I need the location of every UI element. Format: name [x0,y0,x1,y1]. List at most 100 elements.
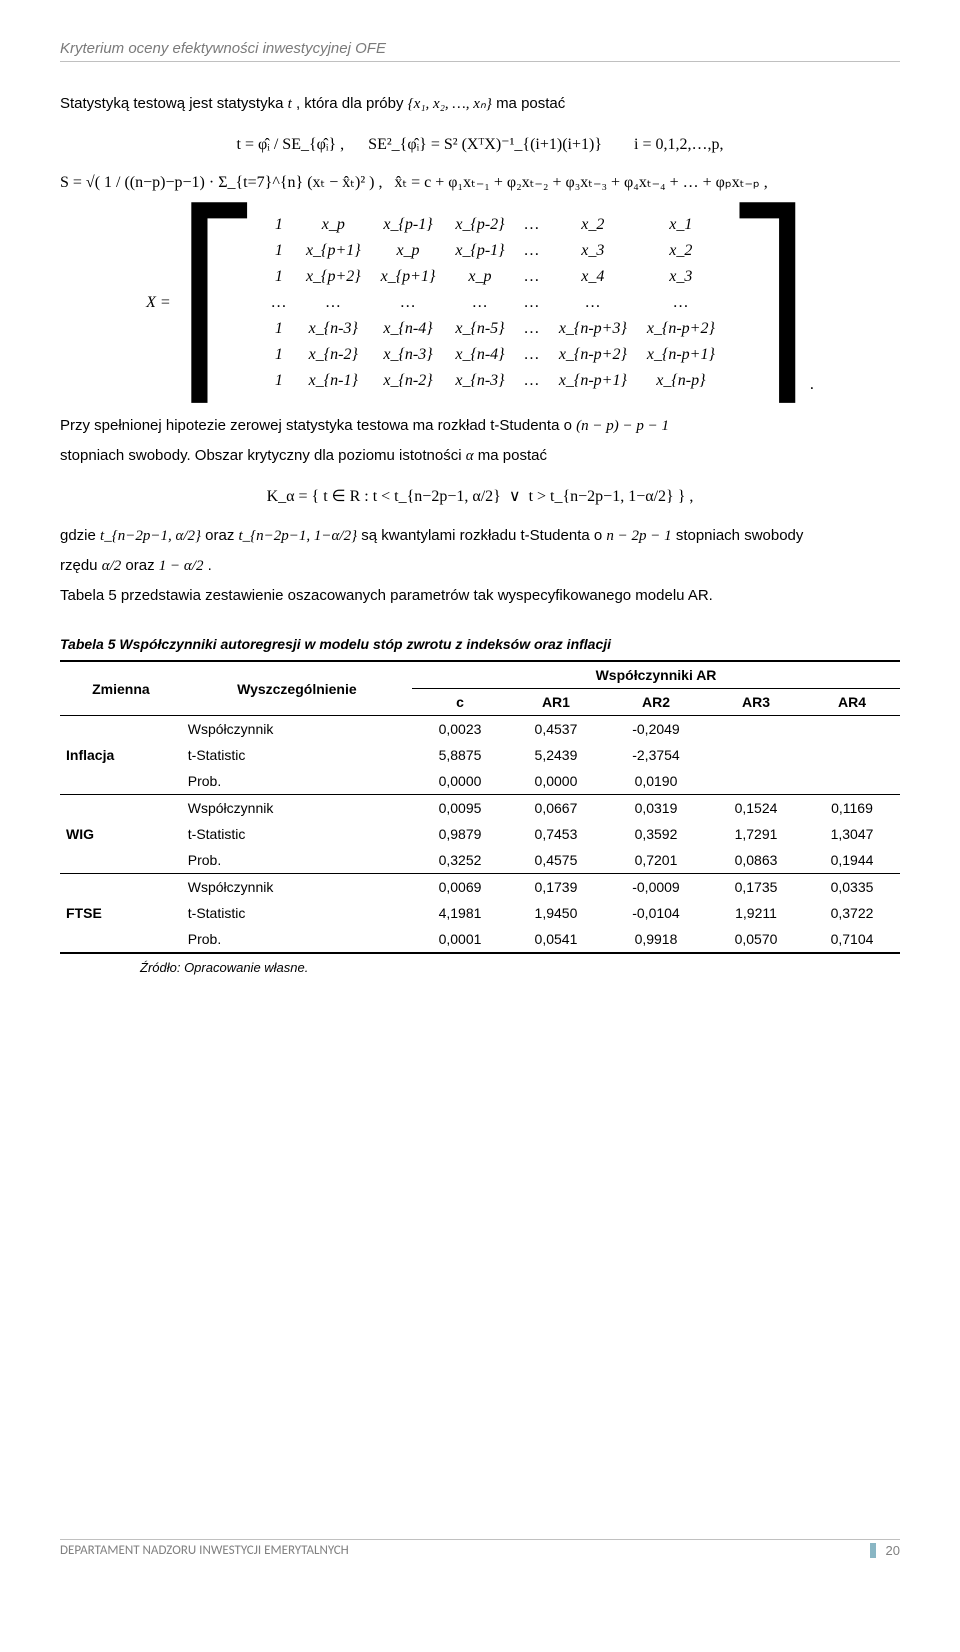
value-cell: 0,9879 [412,821,508,847]
matrix-cell: x_{n-5} [445,316,514,342]
matrix-cell: x_{n-p} [637,368,725,394]
value-cell: 0,7453 [508,821,604,847]
matrix-cell: x_{p-1} [371,212,446,238]
matrix-cell: x_{n-1} [296,368,371,394]
value-cell [708,768,804,795]
value-cell: 0,4537 [508,716,604,743]
value-cell: 0,0069 [412,874,508,901]
matrix-cell: x_{n-2} [296,342,371,368]
value-cell: 1,7291 [708,821,804,847]
value-cell: -0,0009 [604,874,708,901]
p3-np: n − 2p − 1 [606,528,671,544]
value-cell: 0,0667 [508,795,604,822]
para-table-intro: Tabela 5 przedstawia zestawienie oszacow… [60,584,900,608]
matrix-cell: x_{p+1} [371,264,446,290]
value-cell: 5,2439 [508,742,604,768]
matrix-cell: x_{n-p+2} [637,316,725,342]
value-cell: 0,3252 [412,847,508,874]
matrix-cell: … [515,290,549,316]
row-label-cell: Prob. [182,768,412,795]
para2-post1: stopniach swobody. Obszar krytyczny dla … [60,447,466,464]
formula-t-stat: t = φ̂ᵢ / SE_{φ̂ᵢ} , SE²_{φ̂ᵢ} = S² (XᵀX… [60,134,900,154]
table-row: t-Statistic0,98790,74530,35921,72911,304… [60,821,900,847]
value-cell: 0,1169 [804,795,900,822]
para-quantiles-1: gdzie t_{n−2p−1, α/2} oraz t_{n−2p−1, 1−… [60,524,900,548]
p3-mid2: są kwantylami rozkładu t-Studenta o [361,527,606,544]
th-ar3: AR3 [708,689,804,716]
value-cell [708,716,804,743]
value-cell: 0,0541 [508,926,604,953]
matrix-cell: … [262,290,296,316]
page-footer: DEPARTAMENT NADZORU INWESTYCJI EMERYTALN… [60,1539,900,1558]
matrix-cell: … [371,290,446,316]
th-c: c [412,689,508,716]
intro-paragraph: Statystyką testową jest statystyka t , k… [60,92,900,116]
matrix-cell: x_1 [637,212,725,238]
matrix-row: 1x_{p+1}x_px_{p-1}…x_3x_2 [262,238,725,264]
matrix-cell: 1 [262,342,296,368]
matrix-cell: x_{p+2} [296,264,371,290]
matrix-period: . [810,376,814,394]
value-cell: 0,0000 [508,768,604,795]
matrix-cell: x_{n-3} [445,368,514,394]
table-header-row1: Zmienna Wyszczególnienie Współczynniki A… [60,661,900,689]
matrix-cell: x_{n-3} [296,316,371,342]
matrix-cell: … [515,368,549,394]
intro-after: , która dla próby [296,95,408,112]
table-row: Prob.0,00000,00000,0190 [60,768,900,795]
page-header-title: Kryterium oceny efektywności inwestycyjn… [60,40,900,62]
matrix-cell: x_{n-4} [445,342,514,368]
intro-pre: Statystyką testową jest statystyka [60,95,288,112]
group-name-cell: WIG [60,795,182,874]
value-cell: 0,0001 [412,926,508,953]
para2-math: (n − p) − p − 1 [576,418,669,434]
p3-pre: gdzie [60,527,100,544]
row-label-cell: t-Statistic [182,821,412,847]
th-ar-group: Współczynniki AR [412,661,900,689]
design-matrix: X = ⎡ 1x_px_{p-1}x_{p-2}…x_2x_11x_{p+1}x… [60,212,900,394]
matrix-row: 1x_{n-1}x_{n-2}x_{n-3}…x_{n-p+1}x_{n-p} [262,368,725,394]
matrix-cell: 1 [262,264,296,290]
matrix-cell: 1 [262,316,296,342]
matrix-cell: x_{n-p+1} [549,368,637,394]
matrix-row: ………………… [262,290,725,316]
para-hypothesis: Przy spełnionej hipotezie zerowej statys… [60,414,900,438]
matrix-cell: … [515,212,549,238]
matrix-cell: x_{p-1} [445,238,514,264]
value-cell [804,716,900,743]
matrix-cell: … [515,238,549,264]
value-cell: 0,0570 [708,926,804,953]
matrix-cell: x_2 [549,212,637,238]
para2-pre: Przy spełnionej hipotezie zerowej statys… [60,417,576,434]
matrix-cell: … [515,342,549,368]
value-cell: 0,7104 [804,926,900,953]
row-label-cell: t-Statistic [182,900,412,926]
footer-department: DEPARTAMENT NADZORU INWESTYCJI EMERYTALN… [60,1543,349,1558]
matrix-cell: 1 [262,368,296,394]
matrix-cell: … [445,290,514,316]
group-name-cell: FTSE [60,874,182,954]
value-cell: 0,7201 [604,847,708,874]
value-cell: 0,0023 [412,716,508,743]
p3-end1: stopniach swobody [676,527,804,544]
th-zmienna: Zmienna [60,661,182,716]
table-row: t-Statistic4,19811,9450-0,01041,92110,37… [60,900,900,926]
intro-set: {x₁, x₂, …, xₙ} [408,96,492,112]
matrix-cell: x_{n-p+3} [549,316,637,342]
formula-s-def: S = √( 1 / ((n−p)−p−1) · Σ_{t=7}^{n} (xₜ… [60,172,900,192]
para2-post2: ma postać [478,447,547,464]
value-cell: 0,1735 [708,874,804,901]
matrix-cell: x_{n-2} [371,368,446,394]
value-cell: 0,3722 [804,900,900,926]
value-cell: 0,9918 [604,926,708,953]
value-cell: 1,3047 [804,821,900,847]
p3-q2: t_{n−2p−1, 1−α/2} [239,528,358,544]
table-row: WIGWspółczynnik0,00950,06670,03190,15240… [60,795,900,822]
table-caption: Tabela 5 Współczynniki autoregresji w mo… [60,636,900,652]
matrix-cell: x_p [445,264,514,290]
matrix-cell: … [515,316,549,342]
th-ar4: AR4 [804,689,900,716]
row-label-cell: Prob. [182,847,412,874]
matrix-cell: x_{n-3} [371,342,446,368]
value-cell: 0,0000 [412,768,508,795]
